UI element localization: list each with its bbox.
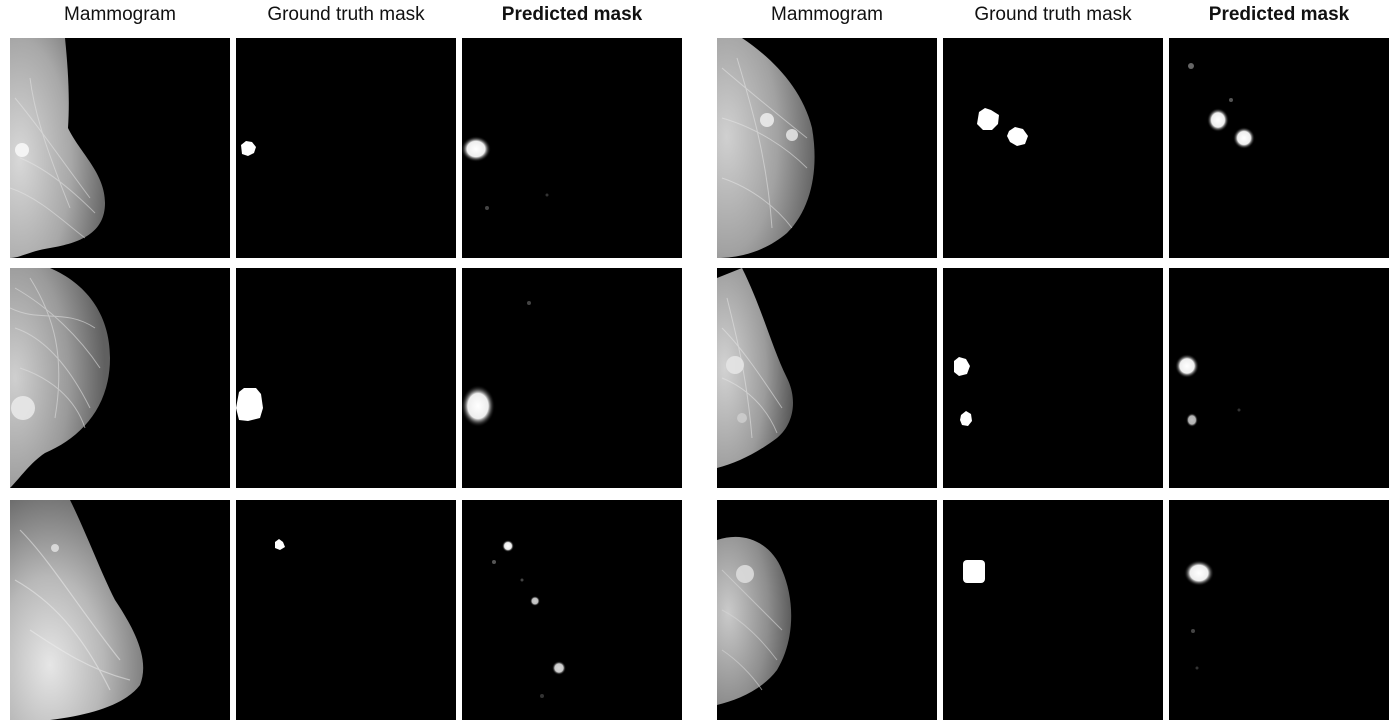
ground-truth-mask [943,268,1163,488]
header-predicted-right: Predicted mask [1208,4,1350,25]
predicted-mask [462,268,682,488]
mammogram-image [10,500,230,720]
header-mammogram-right: Mammogram [771,4,883,25]
mammogram-image [10,38,230,258]
mammogram-image [717,268,937,488]
mammogram-image [717,500,937,720]
header-mammogram-left: Mammogram [64,4,176,25]
mammogram-image [717,38,937,258]
ground-truth-mask [236,500,456,720]
header-ground-truth-left: Ground truth mask [267,4,425,25]
predicted-mask [462,38,682,258]
ground-truth-mask [236,268,456,488]
predicted-mask [462,500,682,720]
ground-truth-mask [943,500,1163,720]
header-ground-truth-right: Ground truth mask [974,4,1132,25]
predicted-mask [1169,38,1389,258]
predicted-mask [1169,268,1389,488]
header-predicted-left: Predicted mask [501,4,643,25]
ground-truth-mask [236,38,456,258]
mammogram-image [10,268,230,488]
ground-truth-mask [943,38,1163,258]
predicted-mask [1169,500,1389,720]
